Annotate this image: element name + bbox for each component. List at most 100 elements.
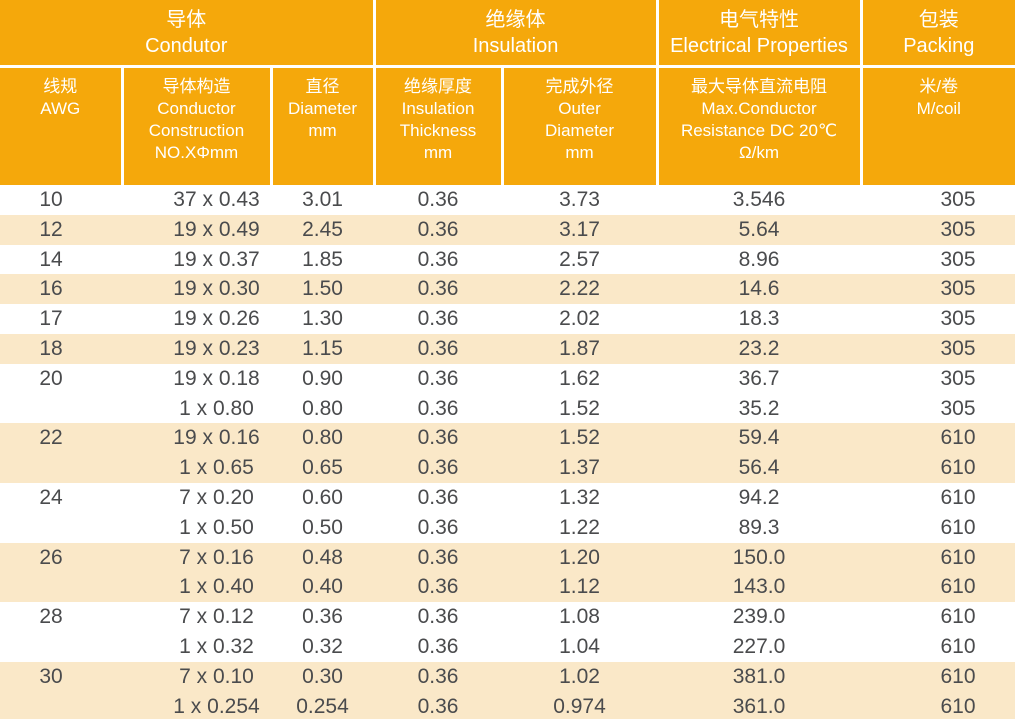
cell-packing: 610 — [940, 426, 976, 450]
cell-resistance: 361.0 — [732, 694, 786, 718]
cell-diameter: 0.50 — [302, 515, 343, 539]
group-conductor-en: Condutor — [145, 34, 228, 57]
cell-outer-diameter: 2.57 — [559, 247, 600, 271]
column-header-diameter: 直径 Diameter mm — [271, 66, 376, 185]
cell-insulation-thickness: 0.36 — [417, 336, 459, 360]
cell-awg: 26 — [39, 545, 63, 569]
cell-diameter: 0.36 — [302, 605, 343, 629]
cell-insulation-thickness: 0.36 — [417, 247, 459, 271]
cell-outer-diameter: 3.73 — [559, 188, 600, 211]
group-header-packing: 包装 Packing — [861, 0, 1015, 68]
cell-outer-diameter: 1.32 — [559, 485, 600, 509]
table-row: 26 7 x 0.16 0.48 0.36 1.20 150.0 610 — [0, 542, 1015, 573]
cell-diameter: 1.50 — [302, 277, 343, 301]
cell-diameter: 1.30 — [302, 307, 343, 331]
cell-diameter: 3.01 — [302, 188, 343, 211]
table-row: 1 x 0.32 0.32 0.36 1.04 227.0 610 — [0, 632, 1015, 662]
cell-outer-diameter: 1.08 — [559, 605, 600, 629]
column-header-max-resistance: 最大导体直流电阻 Max.Conductor Resistance DC 20℃… — [657, 66, 863, 185]
table-row: 14 19 x 0.37 1.85 0.36 2.57 8.96 305 — [0, 245, 1015, 275]
table-row: 20 19 x 0.18 0.90 0.36 1.62 36.7 305 — [0, 364, 1015, 394]
group-insulation-zh: 绝缘体 — [485, 8, 546, 31]
cell-resistance: 59.4 — [738, 426, 780, 450]
cell-resistance: 381.0 — [732, 664, 786, 688]
cell-awg: 12 — [39, 217, 63, 241]
cell-resistance: 239.0 — [732, 605, 786, 629]
cell-insulation-thickness: 0.36 — [417, 396, 459, 420]
cell-resistance: 18.3 — [738, 307, 780, 331]
cell-conductor-construction: 1 x 0.80 — [179, 396, 254, 420]
cell-awg: 28 — [39, 605, 63, 629]
cell-resistance: 14.6 — [738, 277, 780, 301]
cell-resistance: 8.96 — [738, 247, 780, 271]
cell-awg: 16 — [39, 277, 63, 301]
cell-awg: 10 — [39, 188, 63, 211]
cell-conductor-construction: 7 x 0.10 — [179, 664, 254, 688]
cell-resistance: 3.546 — [732, 188, 786, 211]
cell-outer-diameter: 1.12 — [559, 575, 600, 599]
group-electrical-zh: 电气特性 — [719, 8, 800, 31]
cell-insulation-thickness: 0.36 — [417, 456, 459, 480]
cell-awg: 22 — [39, 426, 63, 450]
cell-packing: 305 — [940, 277, 976, 301]
cell-packing: 610 — [940, 664, 976, 688]
cell-awg — [0, 632, 122, 662]
cell-conductor-construction: 7 x 0.20 — [179, 485, 254, 509]
cell-packing: 305 — [940, 307, 976, 331]
cell-awg — [0, 572, 122, 602]
cell-insulation-thickness: 0.36 — [417, 307, 459, 331]
table-row: 1 x 0.40 0.40 0.36 1.12 143.0 610 — [0, 572, 1015, 603]
group-electrical-en: Electrical Properties — [670, 34, 848, 57]
cell-packing: 305 — [940, 188, 976, 211]
group-header-conductor: 导体 Condutor — [0, 0, 376, 68]
cell-diameter: 2.45 — [302, 217, 343, 241]
cell-insulation-thickness: 0.36 — [417, 545, 459, 569]
column-header-conductor-construction: 导体构造 Conductor Construction NO.XΦmm — [122, 66, 273, 185]
table-row: 24 7 x 0.20 0.60 0.36 1.32 94.2 610 — [0, 483, 1015, 513]
table-row: 30 7 x 0.10 0.30 0.36 1.02 381.0 610 — [0, 661, 1015, 692]
cell-outer-diameter: 1.52 — [559, 426, 600, 450]
cell-awg — [0, 394, 122, 424]
cell-conductor-construction: 1 x 0.40 — [179, 575, 254, 599]
cell-awg — [0, 453, 122, 483]
cell-diameter: 1.15 — [302, 336, 343, 360]
cell-insulation-thickness: 0.36 — [417, 634, 459, 658]
cell-awg: 24 — [39, 485, 63, 509]
cell-diameter: 0.80 — [302, 396, 343, 420]
cell-insulation-thickness: 0.36 — [417, 277, 459, 301]
cell-insulation-thickness: 0.36 — [417, 426, 459, 450]
cell-diameter: 1.85 — [302, 247, 343, 271]
cell-outer-diameter: 1.52 — [559, 396, 600, 420]
cell-outer-diameter: 1.02 — [559, 664, 600, 688]
cell-packing: 610 — [940, 605, 976, 629]
table-row: 10 37 x 0.43 3.01 0.36 3.73 3.546 305 — [0, 185, 1015, 215]
cell-awg: 17 — [39, 307, 63, 331]
cell-diameter: 0.65 — [302, 456, 343, 480]
cell-conductor-construction: 1 x 0.65 — [179, 456, 254, 480]
cell-packing: 305 — [940, 396, 976, 420]
cell-diameter: 0.60 — [302, 485, 343, 509]
cell-awg: 18 — [39, 336, 63, 360]
table-body: 10 37 x 0.43 3.01 0.36 3.73 3.546 305 12… — [0, 185, 1015, 719]
cell-conductor-construction: 19 x 0.37 — [173, 247, 260, 271]
cell-packing: 610 — [940, 456, 976, 480]
table-row: 1 x 0.50 0.50 0.36 1.22 89.3 610 — [0, 513, 1015, 543]
cell-insulation-thickness: 0.36 — [417, 485, 459, 509]
group-insulation-en: Insulation — [472, 34, 559, 57]
group-header-insulation: 绝缘体 Insulation — [374, 0, 659, 68]
cell-packing: 305 — [940, 366, 976, 390]
cell-packing: 610 — [940, 515, 976, 539]
cell-outer-diameter: 3.17 — [559, 217, 600, 241]
cell-resistance: 36.7 — [738, 366, 780, 390]
cell-resistance: 5.64 — [738, 217, 780, 241]
cell-outer-diameter: 2.02 — [559, 307, 600, 331]
cell-outer-diameter: 1.62 — [559, 366, 600, 390]
cell-insulation-thickness: 0.36 — [417, 694, 459, 718]
cell-packing: 610 — [940, 694, 976, 718]
cell-conductor-construction: 19 x 0.16 — [173, 426, 260, 450]
cell-diameter: 0.90 — [302, 366, 343, 390]
cell-insulation-thickness: 0.36 — [417, 366, 459, 390]
group-header-electrical-properties: 电气特性 Electrical Properties — [657, 0, 863, 68]
cell-insulation-thickness: 0.36 — [417, 188, 459, 211]
